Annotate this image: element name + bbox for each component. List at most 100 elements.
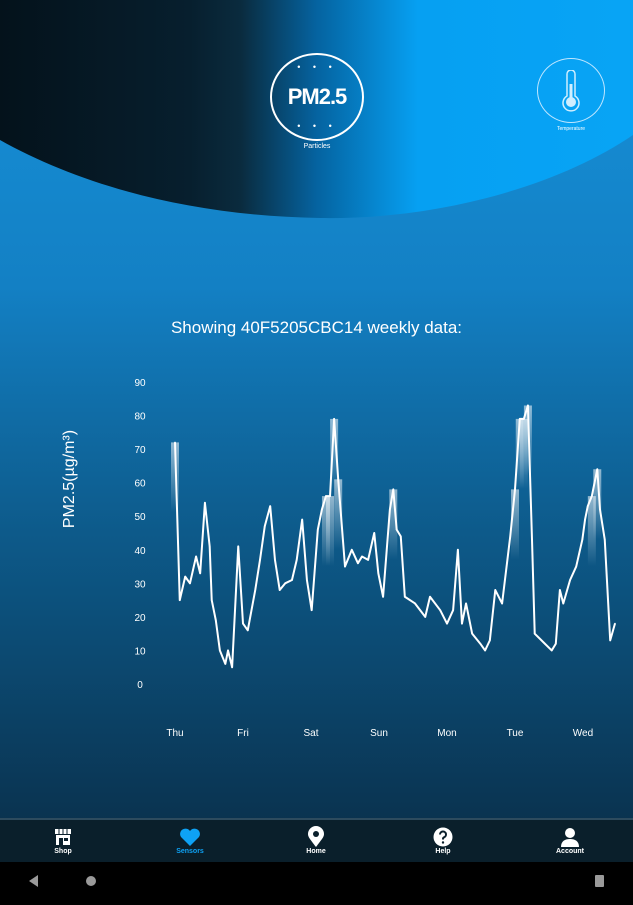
nav-item-sensors[interactable]: Sensors [150,826,230,855]
help-icon [403,826,483,848]
data-point [471,632,473,635]
x-tick-label: Thu [166,728,183,739]
data-point [452,609,454,611]
data-point [599,508,601,511]
data-point [559,589,561,591]
data-point [389,508,391,511]
y-tick-label: 60 [134,479,146,490]
data-point [531,538,533,541]
pm25-series-line [174,404,616,669]
data-point [581,538,584,541]
nav-label: Account [556,848,584,855]
account-icon [530,826,610,848]
data-point [337,478,340,481]
data-point [596,468,599,471]
data-point [533,632,536,635]
data-point [514,488,516,491]
nav-item-help[interactable]: Help [403,826,483,855]
data-point [562,602,565,605]
data-point [465,602,467,605]
data-point [494,589,497,591]
data-point [575,565,577,568]
peak-glow [171,442,179,513]
nav-label: Shop [54,848,72,855]
map-pin-icon [276,826,356,848]
data-point [414,602,416,605]
peak-glow [523,405,532,476]
back-button[interactable] [29,875,38,887]
nav-label: Home [306,848,326,855]
peak-glow [593,469,602,540]
recents-button[interactable] [595,875,604,887]
y-tick-label: 70 [134,445,146,456]
data-point [301,518,303,521]
data-point [392,488,395,491]
data-point [219,649,221,652]
peak-glow [519,418,528,489]
data-point [246,629,249,632]
data-point [224,663,227,665]
x-tick-label: Sat [303,728,318,739]
data-point [527,404,529,407]
data-point [399,535,402,538]
heart-icon [150,826,230,848]
data-point [227,649,229,652]
home-system-button[interactable] [86,876,96,886]
data-point [439,609,442,611]
thermometer-icon [562,69,580,112]
data-point [321,508,323,511]
peak-glow [326,496,335,567]
data-point [184,575,186,578]
data-point [523,418,525,420]
nav-item-shop[interactable]: Shop [23,826,103,855]
data-point [377,572,380,575]
y-tick-label: 50 [134,512,146,523]
data-point [174,441,176,444]
data-point [367,559,369,561]
peak-glow [515,418,524,489]
data-point [395,528,398,531]
x-tick-label: Wed [573,728,593,739]
data-point [357,562,359,564]
peak-glow [334,479,343,550]
data-point [404,595,406,598]
y-tick-label: 90 [134,378,146,389]
nav-label: Help [435,848,451,855]
peak-glow [330,418,339,489]
data-point [215,619,217,622]
data-point [269,505,272,507]
data-point [489,639,491,642]
data-point [231,666,233,669]
pm25-sensor-button[interactable]: • • • PM2.5 • • • [270,53,364,141]
data-point [178,599,181,601]
data-point [584,518,586,521]
system-navigation-bar [0,862,633,900]
data-point [424,616,427,618]
nav-item-home[interactable]: Home [276,826,356,855]
y-tick-label: 30 [134,579,146,590]
bottom-navigation: Shop Sensors Home Help Account [0,818,633,862]
y-tick-label: 20 [134,613,146,624]
y-tick-label: 40 [134,546,146,557]
data-point [306,579,308,581]
data-point [550,649,553,652]
data-point [195,555,197,558]
data-point [361,555,363,558]
data-point [446,622,448,625]
data-point [484,649,486,652]
data-point [208,545,211,548]
data-point [586,505,589,507]
peak-glow [321,496,330,567]
nav-item-account[interactable]: Account [530,826,610,855]
data-point [242,622,244,625]
peak-glow [511,489,519,560]
data-point [259,559,261,561]
data-point [373,532,376,534]
data-point [204,502,206,504]
pm25-label: PM2.5 [287,84,348,109]
data-point [274,559,276,561]
x-tick-label: Sun [370,728,388,739]
data-point [254,589,257,591]
data-point [199,572,201,575]
temperature-sensor-button[interactable] [537,58,605,123]
